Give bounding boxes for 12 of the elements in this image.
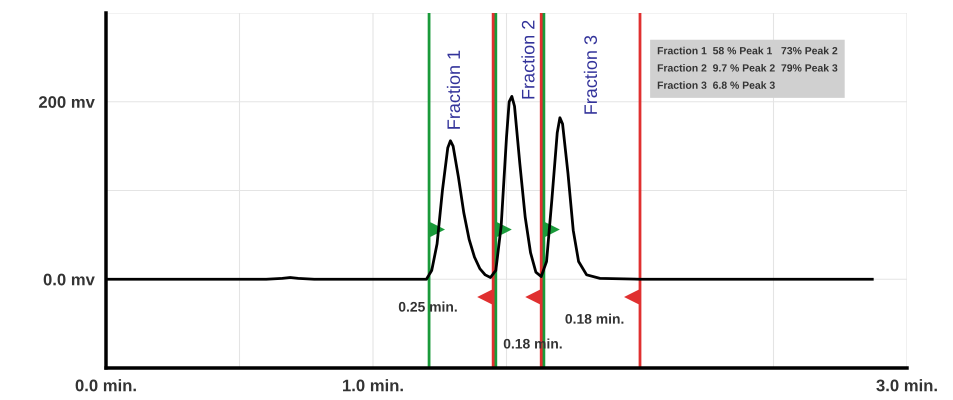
x-tick-label: 1.0 min. [343,379,403,392]
annotation: Fraction 1 58 % Peak 1 73% Peak 2 [658,46,838,54]
annotation: 0.18 min. [565,314,624,324]
x-tick-label: 3.0 min. [876,379,937,392]
y-tick-label: 0.0 mv [44,274,95,286]
y-tick-label: 200 mv [38,96,95,108]
x-tick-label: 0.0 min. [76,379,136,392]
annotation: Fraction 1 [446,50,460,129]
annotation: Fraction 3 [584,36,598,114]
annotation: Fraction 2 9.7 % Peak 2 79% Peak 3 [658,64,838,72]
annotation: Fraction 3 6.8 % Peak 3 [658,81,775,89]
annotation: Fraction 2 [521,20,535,99]
